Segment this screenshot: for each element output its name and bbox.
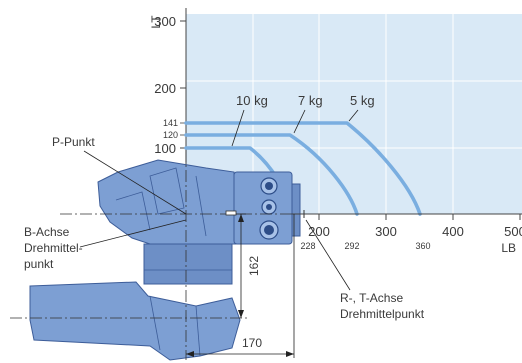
curve-label-10kg: 10 kg: [236, 93, 268, 108]
y-axis-ticks: [180, 20, 186, 149]
rt-axis-label: R-, T-Achse: [340, 291, 403, 305]
y-marker-label: 120: [163, 130, 178, 140]
p-point-leader: [83, 150, 187, 215]
curve-7kg: [184, 133, 359, 216]
rt-axis-leader: [305, 219, 351, 291]
axis-marker: [225, 210, 237, 216]
x-axis-ticks: [318, 214, 521, 220]
curve-label-7kg: 7 kg: [298, 93, 323, 108]
x-marker-label: 360: [415, 241, 430, 251]
chart-grid: [186, 14, 522, 214]
x-marker-label: 292: [344, 241, 359, 251]
y-marker-label: 141: [163, 118, 178, 128]
curve-5kg: [184, 121, 422, 216]
x-marker-label: 228: [300, 241, 315, 251]
y-axis-unit: LT: [149, 15, 163, 29]
label-leader: [231, 109, 245, 147]
y-tick-label: 200: [154, 81, 176, 96]
rt-axis-label: Drehmittelpunkt: [340, 307, 425, 321]
curve-label-5kg: 5 kg: [350, 93, 375, 108]
label-leader: [348, 109, 359, 122]
dim-arrow: [238, 310, 244, 318]
b-axis-label: B-Achse: [24, 225, 70, 239]
b-axis-leader: [79, 219, 187, 248]
b-axis-label: Drehmittel-: [24, 241, 83, 255]
x-axis-unit: LB: [501, 241, 516, 255]
y-tick-label: 300: [154, 14, 176, 29]
p-point-label: P-Punkt: [52, 135, 95, 149]
x-tick-label: 300: [375, 224, 397, 239]
dim-arrow: [286, 351, 294, 357]
dim-horizontal-label: 170: [242, 336, 262, 350]
x-tick-label: 200: [308, 224, 330, 239]
y-tick-label: 100: [154, 141, 176, 156]
x-tick-label: 500: [504, 224, 522, 239]
x-tick-label: 400: [442, 224, 464, 239]
label-leader: [293, 109, 306, 134]
dim-vertical-label: 162: [247, 256, 261, 276]
dim-arrow: [186, 351, 194, 357]
dim-arrow: [238, 214, 244, 222]
b-axis-label: punkt: [24, 257, 54, 271]
